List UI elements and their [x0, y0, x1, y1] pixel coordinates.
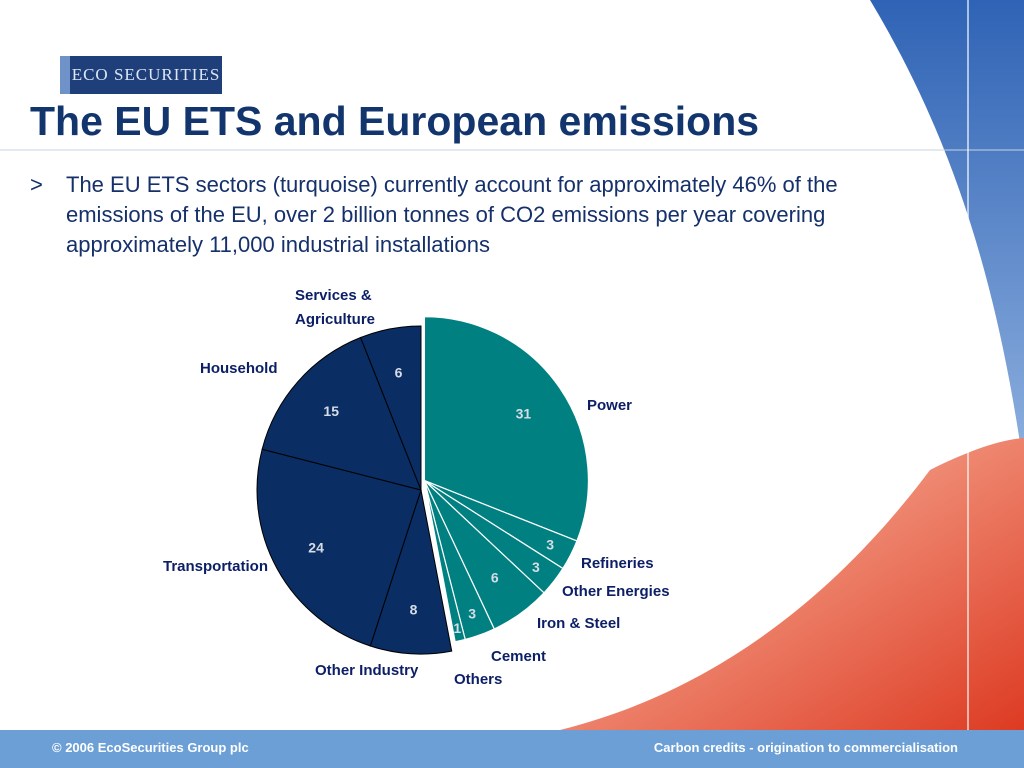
- pie-slice-power: [423, 316, 590, 542]
- bullet-marker: >: [30, 172, 43, 197]
- pie-slice-others: [423, 480, 466, 643]
- value-label-cement: 3: [468, 605, 476, 621]
- category-label-power: Power: [587, 397, 632, 414]
- value-label-services-and-agriculture: 6: [395, 364, 403, 380]
- category-label-services-and-agriculture: Services & Agriculture: [295, 287, 375, 328]
- value-label-others: 1: [453, 620, 461, 636]
- category-label-others: Others: [454, 671, 502, 688]
- value-label-iron-and-steel: 6: [491, 569, 499, 585]
- page-title: The EU ETS and European emissions: [30, 98, 760, 144]
- value-label-power: 31: [516, 405, 532, 421]
- value-label-household: 15: [323, 403, 339, 419]
- pie-slice-transportation: [256, 448, 422, 647]
- pie-slice-services-and-agriculture: [359, 325, 422, 491]
- dune-decoration: [560, 438, 1024, 730]
- logo-text: ECO SECURITIES: [71, 65, 221, 84]
- value-label-other-industry: 8: [410, 601, 418, 617]
- sky-decoration: [870, 0, 1024, 470]
- bullet-text: The EU ETS sectors (turquoise) currently…: [66, 172, 838, 257]
- bullet-point: > The EU ETS sectors (turquoise) current…: [30, 170, 910, 260]
- category-label-other-industry: Other Industry: [315, 662, 419, 679]
- value-label-refineries: 3: [546, 537, 554, 553]
- value-label-transportation: 24: [308, 540, 324, 556]
- value-label-other-energies: 3: [532, 559, 540, 575]
- category-label-other-energies: Other Energies: [562, 583, 670, 600]
- category-label-cement: Cement: [491, 648, 546, 665]
- footer-copyright: © 2006 EcoSecurities Group plc: [52, 740, 249, 755]
- footer-bar: © 2006 EcoSecurities Group plc Carbon cr…: [0, 730, 1024, 768]
- pie-slice-household: [261, 336, 422, 491]
- category-label-transportation: Transportation: [163, 558, 268, 575]
- ecosecurities-logo: ECO SECURITIES: [60, 56, 222, 94]
- category-label-household: Household: [200, 360, 278, 377]
- footer-tagline: Carbon credits - origination to commerci…: [653, 740, 958, 755]
- category-label-refineries: Refineries: [581, 555, 654, 572]
- category-label-iron-and-steel: Iron & Steel: [537, 615, 620, 632]
